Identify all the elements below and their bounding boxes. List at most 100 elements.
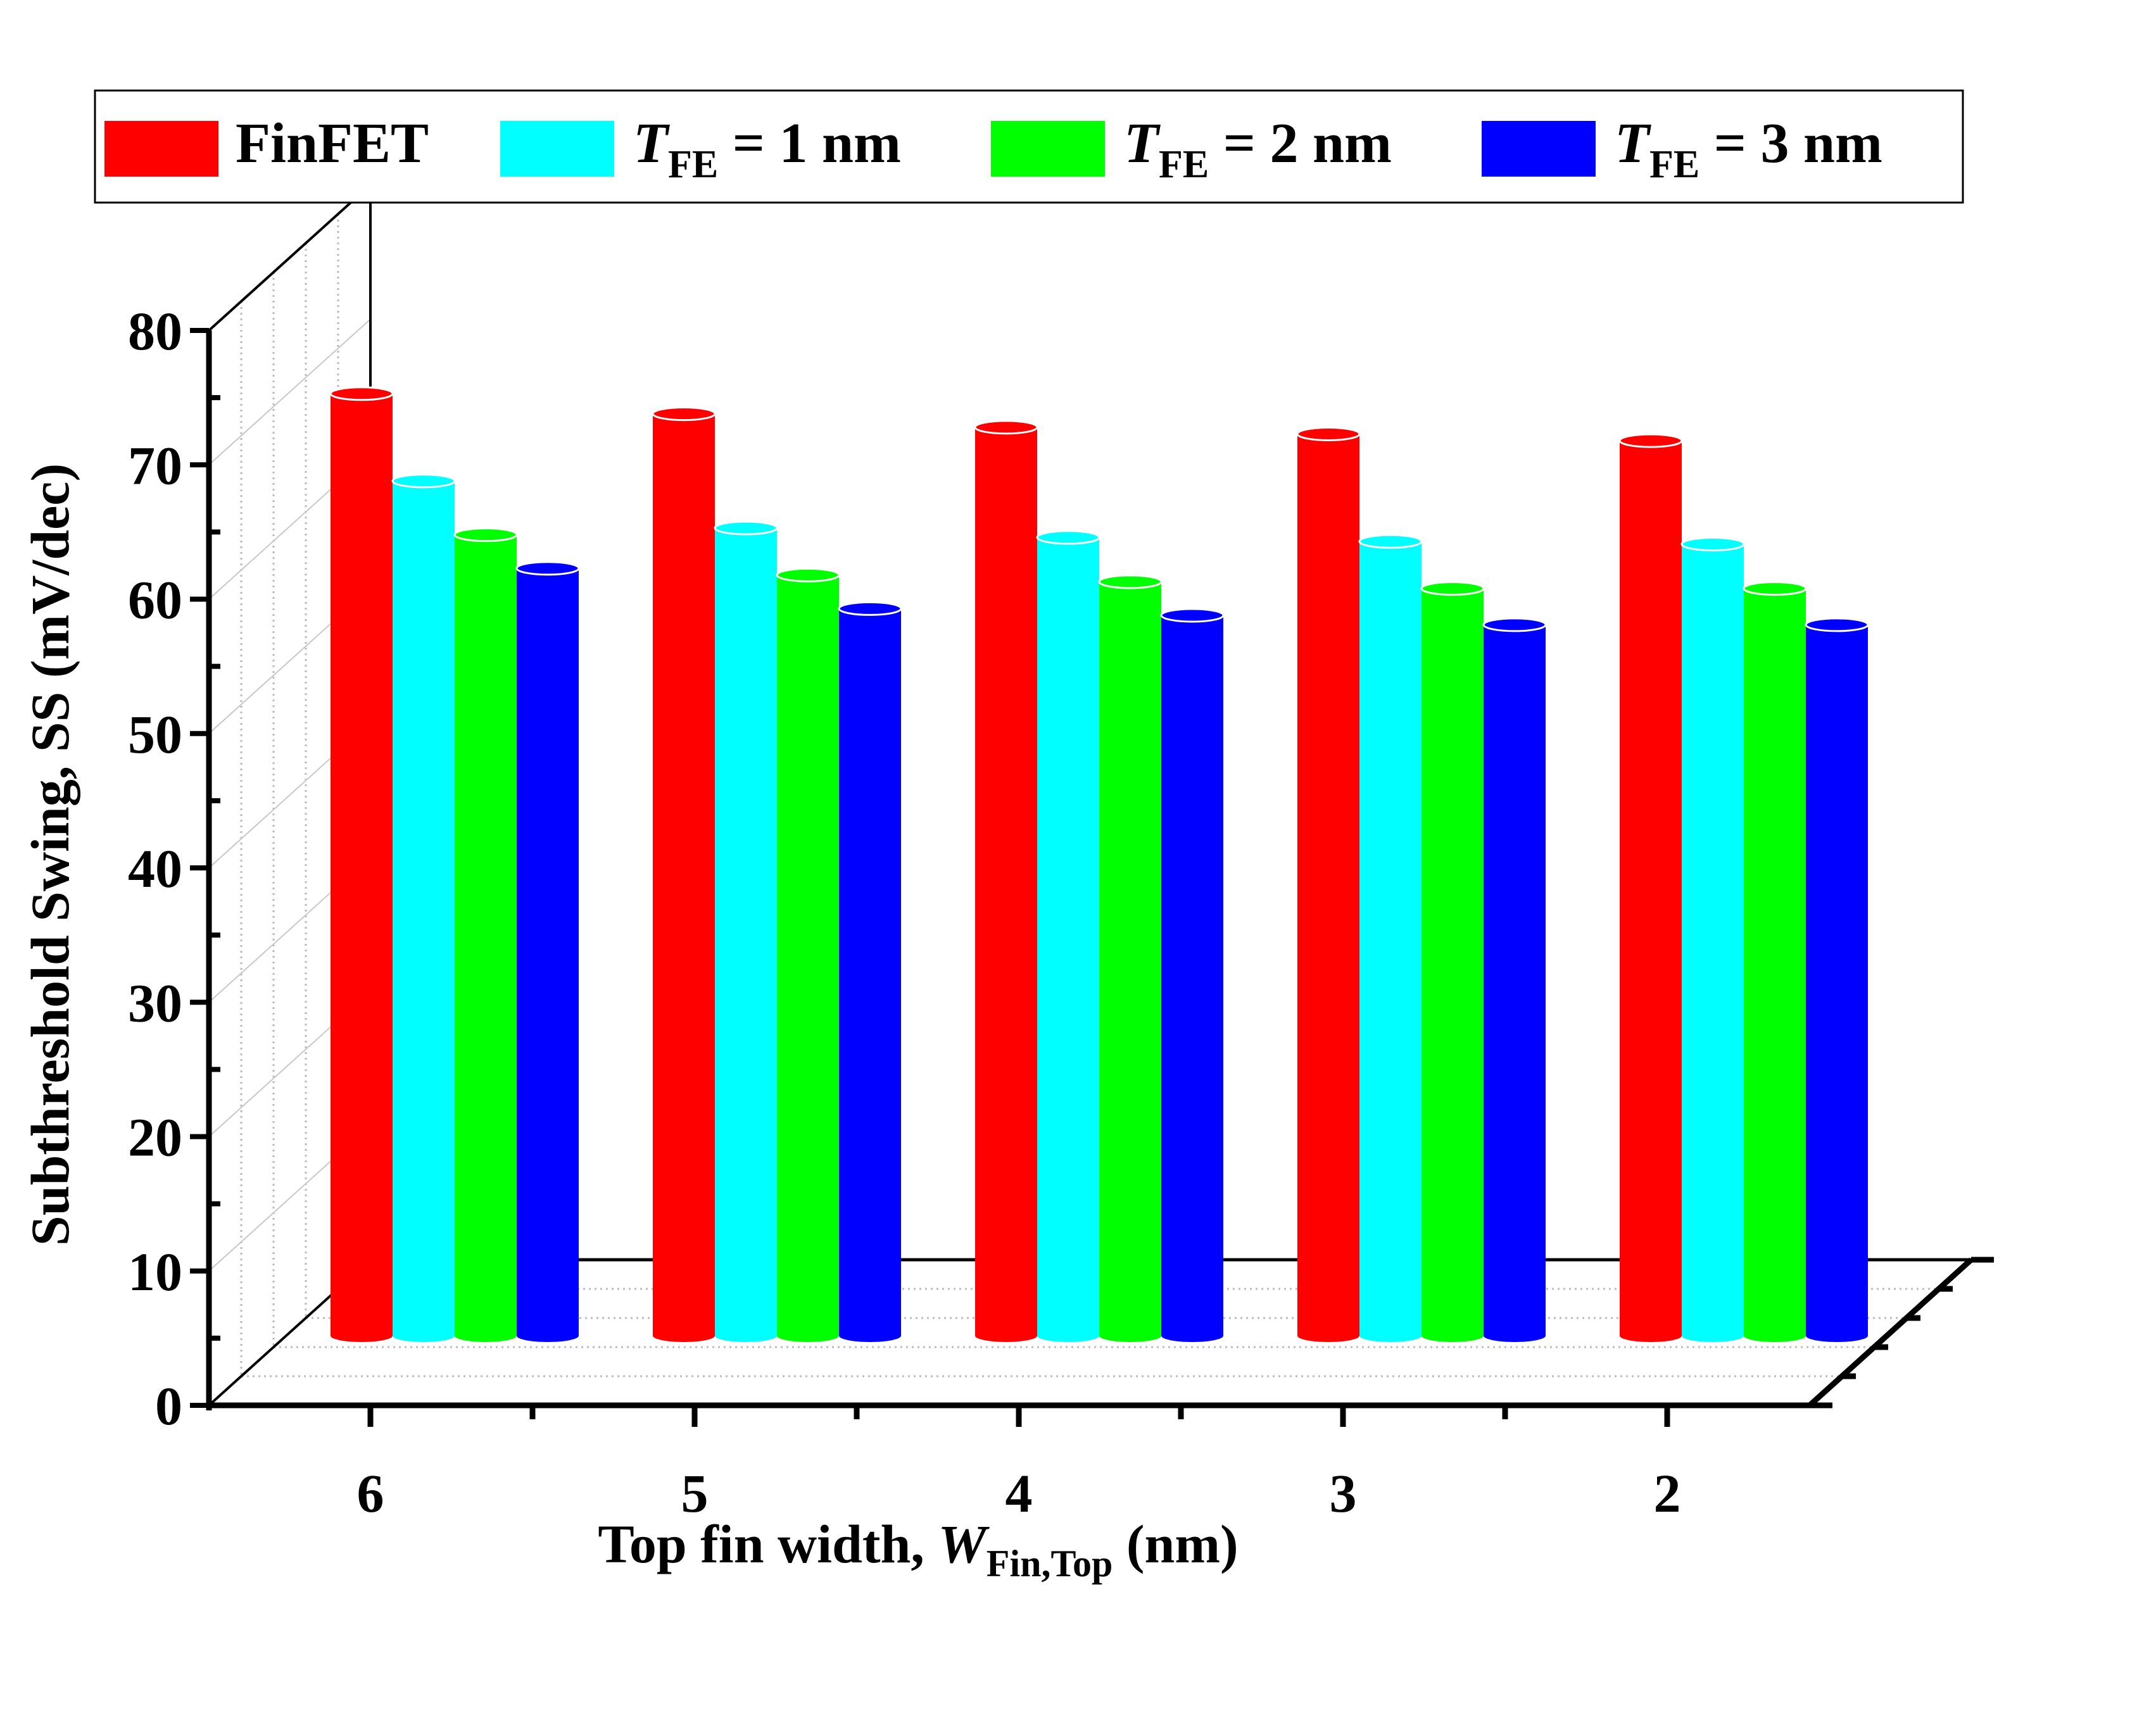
- bar-top: [1743, 581, 1807, 596]
- bar-top: [1036, 530, 1100, 545]
- bar-4-4: [1160, 608, 1225, 1343]
- depth-axis: [1807, 1257, 1974, 1408]
- bar-4-3: [1098, 574, 1163, 1343]
- legend-label-subscript: FE: [668, 143, 718, 186]
- bar-6-2: [391, 474, 456, 1343]
- bar-body: [455, 534, 517, 1342]
- legend-label: TFE = 1 nm: [633, 112, 901, 186]
- bar-6-3: [453, 527, 518, 1342]
- legend-label-main: FinFET: [236, 112, 429, 175]
- bar-5-4: [838, 601, 902, 1342]
- bar-top: [1160, 608, 1225, 623]
- bar-3-1: [1296, 426, 1361, 1342]
- legend-label-main: T: [633, 112, 670, 175]
- legend-label-tail: = 2 nm: [1209, 112, 1392, 175]
- bar-top: [1098, 574, 1163, 589]
- bar-body: [1161, 615, 1223, 1343]
- bar-6-4: [515, 561, 580, 1342]
- legend: FinFET TFE = 1 nm TFE = 2 nm TFE = 3 nm: [94, 89, 1964, 204]
- bar-top: [1805, 617, 1869, 632]
- legend-label-main: T: [1615, 112, 1651, 175]
- y-tick-label: 0: [155, 1376, 182, 1436]
- legend-label: FinFET: [236, 112, 429, 175]
- bar-body: [715, 528, 777, 1342]
- legend-label-tail: = 3 nm: [1699, 112, 1882, 175]
- bar-top: [329, 386, 394, 401]
- y-tick-label: 70: [128, 435, 182, 496]
- bar-body: [1422, 588, 1484, 1342]
- bar-top: [1296, 426, 1361, 441]
- bar-body: [1037, 537, 1099, 1342]
- legend-entry-2: TFE = 1 nm: [500, 112, 901, 186]
- y-tick-label: 40: [128, 838, 182, 899]
- bar-body: [1297, 434, 1359, 1342]
- bar-body: [975, 427, 1037, 1342]
- x-tick-label: 6: [357, 1463, 384, 1524]
- y-axis-title: Subthreshold Swing, SS (mV/dec): [20, 463, 80, 1246]
- bar-top: [1482, 617, 1547, 632]
- bar-body: [393, 480, 455, 1343]
- x-tick-labels: 6 5 4 3 2: [357, 1463, 1681, 1524]
- bar-top: [1680, 537, 1745, 552]
- x-axis-title: Top fin width, WFin,Top (nm): [598, 1514, 1238, 1584]
- bar-top: [974, 420, 1038, 435]
- x-tick-label: 2: [1654, 1463, 1681, 1524]
- x-tick-label: 5: [681, 1463, 709, 1524]
- bar-body: [653, 413, 715, 1343]
- top-diagonal-edge: [208, 184, 372, 332]
- legend-label-subscript: FE: [1649, 143, 1699, 186]
- bar-2-1: [1618, 433, 1683, 1342]
- x-axis-title-variable: W: [938, 1514, 990, 1574]
- legend-label: TFE = 3 nm: [1615, 112, 1882, 186]
- bar-body: [331, 393, 393, 1342]
- legend-label-tail: = 1 nm: [718, 112, 901, 175]
- bar-5-1: [652, 406, 716, 1343]
- bar-3-3: [1420, 581, 1485, 1342]
- legend-entry-4: TFE = 3 nm: [1482, 112, 1882, 186]
- x-axis-title-unit: (nm): [1113, 1514, 1238, 1574]
- bar-4-1: [974, 420, 1038, 1342]
- bar-4-2: [1036, 530, 1100, 1342]
- bar-top: [838, 601, 902, 616]
- y-gridline: [208, 318, 371, 465]
- y-tick-label: 80: [128, 301, 182, 361]
- bar-top: [1358, 534, 1423, 549]
- bar-top: [515, 561, 580, 576]
- bar-top: [1618, 433, 1683, 448]
- bar-6-1: [329, 386, 394, 1342]
- bar-top: [1420, 581, 1485, 596]
- bar-body: [1099, 581, 1161, 1343]
- bar-2-2: [1680, 537, 1745, 1342]
- legend-swatch: [991, 121, 1105, 177]
- y-tick-label: 30: [128, 972, 182, 1033]
- legend-entry-1: FinFET: [104, 112, 429, 177]
- x-axis-title-subscript: Fin,Top: [987, 1543, 1113, 1584]
- bar-top: [391, 474, 456, 489]
- legend-label-main: T: [1124, 112, 1161, 175]
- legend-swatch: [104, 121, 218, 177]
- legend-label-subscript: FE: [1159, 143, 1209, 186]
- bar-body: [839, 608, 901, 1342]
- bar-2-4: [1805, 617, 1869, 1342]
- y-tick-label: 50: [128, 704, 182, 765]
- bar-body: [1682, 544, 1744, 1342]
- bars: [329, 386, 1869, 1343]
- bar-top: [776, 567, 840, 582]
- bar-body: [777, 575, 839, 1342]
- bar-body: [517, 568, 579, 1342]
- bar-top: [714, 520, 778, 536]
- bar-body: [1620, 441, 1682, 1342]
- bar-body: [1744, 588, 1806, 1342]
- bar-3-4: [1482, 617, 1547, 1342]
- x-tick-label: 4: [1006, 1463, 1033, 1524]
- legend-entry-3: TFE = 2 nm: [991, 112, 1392, 186]
- y-tick-label: 60: [128, 570, 182, 631]
- bar-body: [1359, 541, 1422, 1342]
- bar-5-2: [714, 520, 778, 1342]
- bar-top: [453, 527, 518, 543]
- bar-body: [1484, 624, 1546, 1342]
- bar-5-3: [776, 567, 840, 1342]
- legend-label: TFE = 2 nm: [1124, 112, 1392, 186]
- y-tick-label: 10: [128, 1241, 182, 1302]
